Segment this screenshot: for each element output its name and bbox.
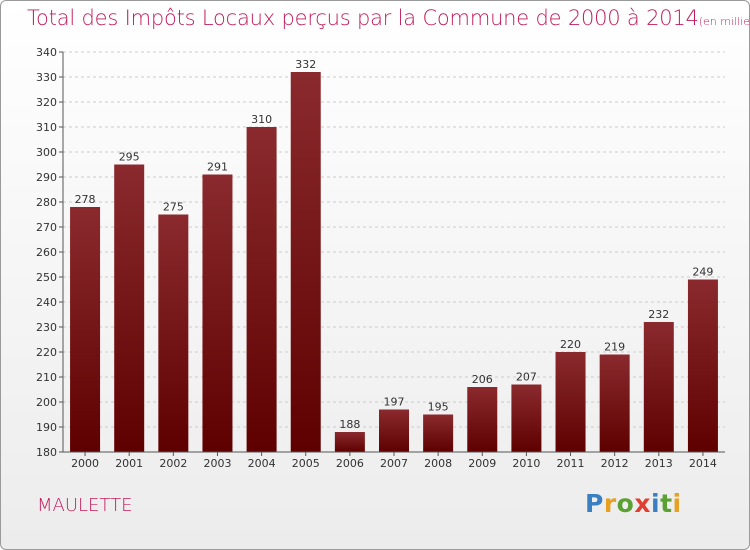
bar (70, 207, 101, 452)
logo-letter: i (672, 489, 682, 518)
y-tick-label: 280 (36, 196, 57, 209)
x-tick-label: 2000 (71, 457, 99, 470)
x-tick-label: 2011 (557, 457, 585, 470)
bar (334, 432, 365, 452)
chart-unit: (en milliers d'€) (698, 15, 750, 28)
bar-value-label: 310 (251, 113, 272, 126)
x-tick-label: 2006 (336, 457, 364, 470)
bar-value-label: 188 (339, 418, 360, 431)
bars: 278 295 275 291 310 332 188 197 195 206 207 220 219 2… (70, 58, 718, 452)
logo-letter: i (651, 489, 661, 518)
x-tick-label: 2003 (203, 457, 231, 470)
bar-value-label: 206 (472, 373, 493, 386)
x-tick-label: 2013 (645, 457, 673, 470)
bar (202, 174, 233, 452)
x-tick-label: 2012 (601, 457, 629, 470)
bar-value-label: 207 (516, 371, 537, 384)
logo-letter: r (603, 489, 617, 518)
y-tick-label: 310 (36, 121, 57, 134)
y-tick-label: 220 (36, 346, 57, 359)
bar-value-label: 295 (119, 151, 140, 164)
x-tick-label: 2009 (468, 457, 496, 470)
bar-value-label: 195 (428, 401, 449, 414)
bar (467, 387, 498, 452)
bar (687, 279, 718, 452)
bar-value-label: 197 (384, 396, 405, 409)
y-tick-label: 320 (36, 96, 57, 109)
bar-value-label: 291 (207, 161, 228, 174)
bar (423, 414, 454, 452)
x-tick-label: 2007 (380, 457, 408, 470)
y-tick-label: 230 (36, 321, 57, 334)
bar-value-label: 278 (75, 193, 96, 206)
bar (246, 127, 277, 452)
bar (511, 384, 542, 452)
y-tick-label: 200 (36, 396, 57, 409)
y-tick-label: 330 (36, 71, 57, 84)
logo-letter: x (634, 489, 651, 518)
y-tick-label: 270 (36, 221, 57, 234)
bar-value-label: 219 (604, 341, 625, 354)
y-tick-label: 190 (36, 421, 57, 434)
logo-letter: o (616, 489, 635, 518)
bar (290, 72, 321, 452)
y-tick-label: 210 (36, 371, 57, 384)
proxiti-logo: Proxiti (585, 489, 682, 518)
logo-letter: t (660, 489, 673, 518)
bar (555, 352, 586, 452)
y-tick-label: 290 (36, 171, 57, 184)
y-tick-label: 260 (36, 246, 57, 259)
y-tick-label: 300 (36, 146, 57, 159)
chart-title: Total des Impôts Locaux perçus par la Co… (27, 6, 750, 30)
bar (114, 164, 145, 452)
bar-value-label: 332 (295, 58, 316, 71)
bar (643, 322, 674, 452)
y-tick-label: 250 (36, 271, 57, 284)
x-tick-label: 2008 (424, 457, 452, 470)
y-tick-label: 180 (36, 446, 57, 459)
bar-value-label: 220 (560, 338, 581, 351)
bar-value-label: 249 (692, 266, 713, 279)
commune-name: MAULETTE (37, 495, 133, 516)
x-tick-label: 2001 (115, 457, 143, 470)
chart-title-text: Total des Impôts Locaux perçus par la Co… (27, 6, 699, 30)
bar (379, 409, 409, 452)
bar-value-label: 232 (648, 308, 669, 321)
x-tick-label: 2005 (292, 457, 320, 470)
axes: 180 190 200 210 220 230 240 250 260 270 280 290 300 3… (36, 46, 725, 470)
y-tick-label: 340 (36, 46, 57, 59)
x-tick-label: 2002 (159, 457, 187, 470)
bar (158, 214, 189, 452)
x-tick-label: 2010 (512, 457, 540, 470)
y-tick-label: 240 (36, 296, 57, 309)
bar-value-label: 275 (163, 201, 184, 214)
logo-letter: P (585, 489, 604, 518)
x-tick-label: 2014 (689, 457, 717, 470)
bar (599, 354, 630, 452)
x-tick-label: 2004 (248, 457, 276, 470)
